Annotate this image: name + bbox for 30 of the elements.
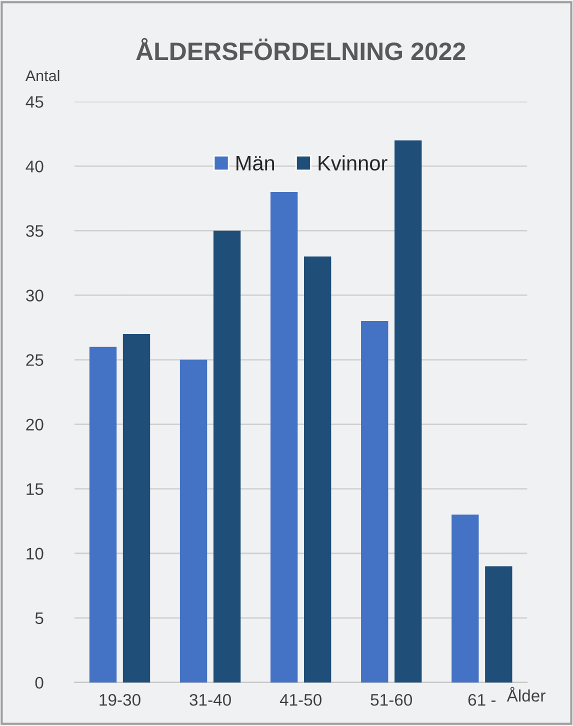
bar — [89, 346, 117, 682]
x-tick-label: 51-60 — [370, 694, 412, 706]
bar — [180, 360, 208, 682]
y-tick-label: 35 — [26, 225, 44, 237]
bar — [270, 192, 298, 682]
legend-label: Män — [236, 156, 274, 171]
x-tick-label: 19-30 — [100, 694, 140, 706]
x-tick-label: 41-50 — [280, 694, 322, 706]
x-tick-label: 31-40 — [190, 694, 231, 706]
y-tick-label: 0 — [35, 676, 44, 689]
bar — [304, 256, 332, 682]
bar — [485, 566, 512, 682]
y-tick-label: 5 — [35, 612, 44, 624]
bar — [452, 514, 479, 682]
bar — [361, 321, 388, 682]
bar — [122, 334, 150, 682]
y-axis-title: Antal — [25, 70, 60, 82]
chart-title: ÅLDERSFÖRDELNING 2022 — [136, 38, 466, 60]
bar — [394, 140, 422, 682]
y-tick-label: 45 — [26, 96, 44, 108]
y-tick-label: 15 — [26, 483, 44, 496]
x-axis-title: Ålder — [506, 686, 546, 702]
y-tick-label: 40 — [26, 160, 44, 172]
y-tick-label: 10 — [26, 548, 44, 560]
x-tick-label: 61 - — [468, 694, 496, 706]
legend-label: Kvinnor — [318, 155, 388, 171]
y-tick-label: 25 — [26, 354, 44, 366]
bar — [213, 230, 241, 682]
y-tick-label: 30 — [26, 290, 44, 302]
y-tick-label: 20 — [26, 418, 44, 431]
